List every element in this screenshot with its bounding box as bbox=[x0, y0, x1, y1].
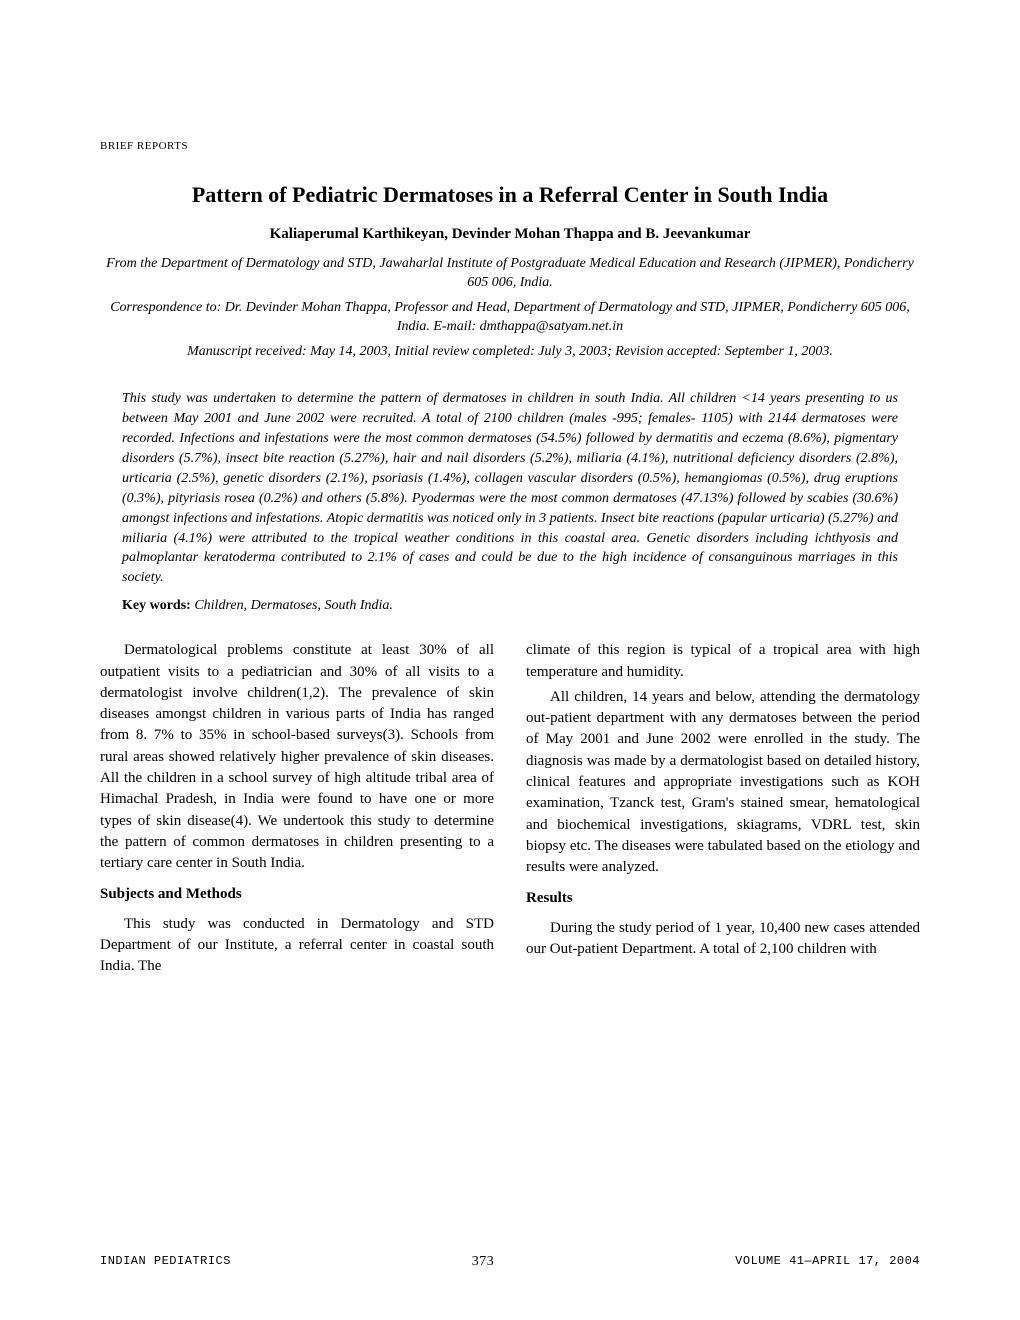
left-column: Dermatological problems constitute at le… bbox=[100, 640, 494, 981]
body-paragraph: All children, 14 years and below, attend… bbox=[526, 687, 920, 879]
page-footer: INDIAN PEDIATRICS 373 VOLUME 41—APRIL 17… bbox=[100, 1254, 920, 1270]
manuscript-dates: Manuscript received: May 14, 2003, Initi… bbox=[100, 343, 920, 362]
keywords-label: Key words: bbox=[122, 598, 194, 613]
section-heading-results: Results bbox=[526, 888, 920, 909]
body-paragraph: Dermatological problems constitute at le… bbox=[100, 640, 494, 874]
section-heading-subjects: Subjects and Methods bbox=[100, 884, 494, 905]
keywords-values: Children, Dermatoses, South India. bbox=[194, 598, 393, 613]
body-paragraph: climate of this region is typical of a t… bbox=[526, 640, 920, 683]
right-column: climate of this region is typical of a t… bbox=[526, 640, 920, 981]
authors: Kaliaperumal Karthikeyan, Devinder Mohan… bbox=[100, 226, 920, 243]
footer-page-number: 373 bbox=[472, 1254, 495, 1270]
correspondence: Correspondence to: Dr. Devinder Mohan Th… bbox=[100, 299, 920, 337]
footer-volume: VOLUME 41—APRIL 17, 2004 bbox=[735, 1254, 920, 1270]
keywords: Key words: Children, Dermatoses, South I… bbox=[122, 598, 898, 614]
article-title: Pattern of Pediatric Dermatoses in a Ref… bbox=[100, 182, 920, 208]
affiliation: From the Department of Dermatology and S… bbox=[100, 255, 920, 293]
body-paragraph: This study was conducted in Dermatology … bbox=[100, 914, 494, 978]
footer-journal: INDIAN PEDIATRICS bbox=[100, 1254, 231, 1270]
body-columns: Dermatological problems constitute at le… bbox=[100, 640, 920, 981]
section-label: BRIEF REPORTS bbox=[100, 140, 920, 152]
body-paragraph: During the study period of 1 year, 10,40… bbox=[526, 918, 920, 961]
abstract: This study was undertaken to determine t… bbox=[122, 389, 898, 588]
